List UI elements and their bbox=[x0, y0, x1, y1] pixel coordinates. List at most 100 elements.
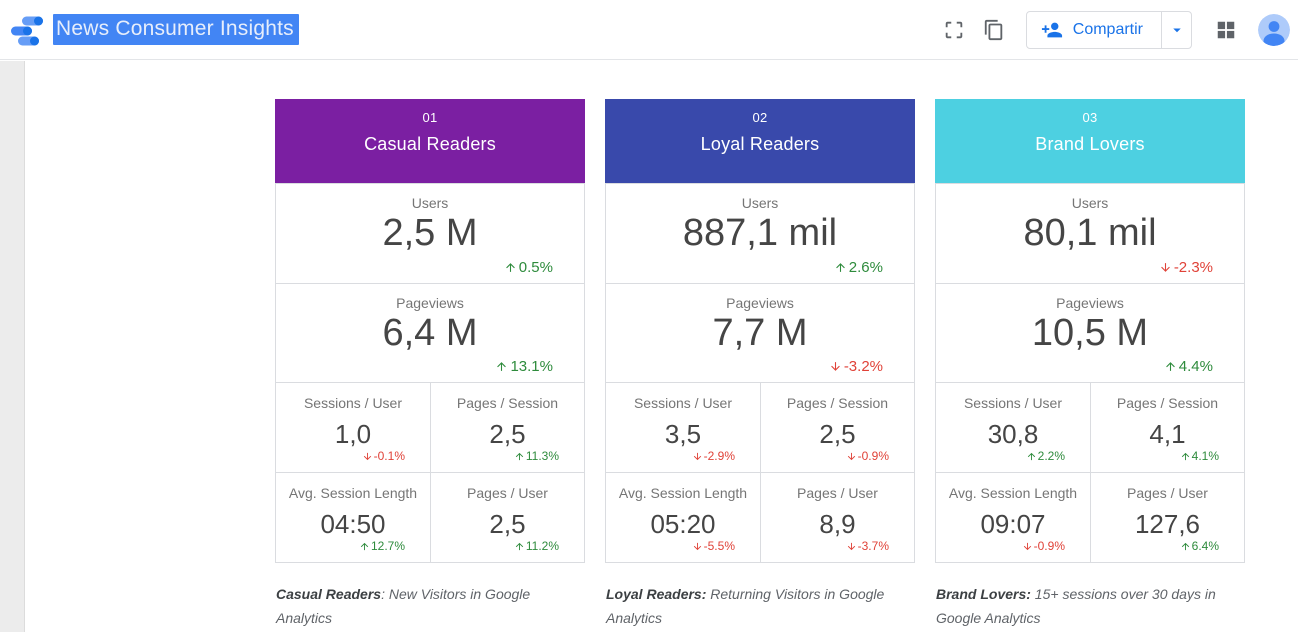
metric-value: 4,1 bbox=[1091, 419, 1244, 450]
metric-value: 2,5 bbox=[431, 419, 584, 450]
metric-value: 80,1 mil bbox=[936, 212, 1244, 255]
metrics-row: Sessions / User 1,0 -0.1% Pages / Sessio… bbox=[276, 382, 584, 472]
metrics-row: Avg. Session Length 05:20 -5.5% Pages / … bbox=[606, 472, 914, 562]
metric-value: 09:07 bbox=[936, 509, 1090, 540]
share-button-group: Compartir bbox=[1026, 11, 1192, 49]
arrow-icon bbox=[1164, 360, 1177, 373]
delta-value: -5.5% bbox=[704, 539, 735, 553]
scorecard-sessions-per-user: Sessions / User 3,5 -2.9% bbox=[606, 383, 760, 472]
arrow-icon bbox=[692, 541, 703, 552]
metric-value: 127,6 bbox=[1091, 509, 1244, 540]
metric-value: 887,1 mil bbox=[606, 212, 914, 255]
metric-label: Users bbox=[936, 184, 1244, 211]
metric-label: Pages / Session bbox=[761, 383, 914, 411]
footnote-term: Brand Lovers: bbox=[936, 586, 1031, 602]
card-number: 02 bbox=[605, 99, 915, 125]
card-body: Users 80,1 mil -2.3% Pageviews 10,5 M 4.… bbox=[935, 183, 1245, 563]
metric-value: 2,5 bbox=[431, 509, 584, 540]
metric-label: Pages / User bbox=[761, 473, 914, 501]
delta-value: 4.1% bbox=[1192, 449, 1219, 463]
audience-card-casual-readers: 01 Casual Readers Users 2,5 M 0.5% Pagev… bbox=[275, 99, 585, 563]
arrow-icon bbox=[495, 360, 508, 373]
metric-label: Pages / User bbox=[431, 473, 584, 501]
metric-value: 3,5 bbox=[606, 419, 760, 450]
metric-delta: -2.9% bbox=[692, 449, 735, 463]
user-avatar[interactable] bbox=[1258, 14, 1290, 46]
delta-value: -2.9% bbox=[704, 449, 735, 463]
card-title: Brand Lovers bbox=[935, 134, 1245, 155]
card-footnote: Loyal Readers: Returning Visitors in Goo… bbox=[606, 582, 906, 630]
arrow-icon bbox=[846, 541, 857, 552]
scorecard-pageviews: Pageviews 6,4 M 13.1% bbox=[276, 283, 584, 382]
card-footnote: Casual Readers: New Visitors in Google A… bbox=[276, 582, 576, 630]
delta-value: 4.4% bbox=[1179, 358, 1213, 375]
metric-label: Sessions / User bbox=[936, 383, 1090, 411]
metric-delta: -0.9% bbox=[846, 449, 889, 463]
metric-delta: -5.5% bbox=[692, 539, 735, 553]
footnote-term: Casual Readers bbox=[276, 586, 381, 602]
arrow-icon bbox=[1022, 541, 1033, 552]
metric-label: Pageviews bbox=[606, 284, 914, 311]
audience-card-loyal-readers: 02 Loyal Readers Users 887,1 mil 2.6% Pa… bbox=[605, 99, 915, 563]
scorecard-users: Users 887,1 mil 2.6% bbox=[606, 184, 914, 283]
delta-value: 11.3% bbox=[526, 449, 559, 463]
metric-label: Pageviews bbox=[276, 284, 584, 311]
copy-report-button[interactable] bbox=[974, 10, 1014, 50]
arrow-icon bbox=[359, 541, 370, 552]
scorecard-pages-per-session: Pages / Session 2,5 11.3% bbox=[430, 383, 584, 472]
arrow-icon bbox=[692, 451, 703, 462]
metric-label: Pages / User bbox=[1091, 473, 1244, 501]
scorecard-pages-per-session: Pages / Session 4,1 4.1% bbox=[1090, 383, 1244, 472]
arrow-icon bbox=[514, 541, 525, 552]
card-header: 01 Casual Readers bbox=[275, 99, 585, 183]
scorecard-users: Users 80,1 mil -2.3% bbox=[936, 184, 1244, 283]
metric-value: 05:20 bbox=[606, 509, 760, 540]
card-number: 01 bbox=[275, 99, 585, 125]
metric-value: 7,7 M bbox=[606, 312, 914, 355]
metric-value: 04:50 bbox=[276, 509, 430, 540]
scorecard-pages-per-user: Pages / User 8,9 -3.7% bbox=[760, 473, 914, 562]
metric-delta: 11.2% bbox=[514, 539, 559, 553]
metric-delta: 2.6% bbox=[834, 259, 883, 276]
scorecard-pageviews: Pageviews 10,5 M 4.4% bbox=[936, 283, 1244, 382]
metrics-row: Sessions / User 30,8 2.2% Pages / Sessio… bbox=[936, 382, 1244, 472]
grid-view-button[interactable] bbox=[1206, 10, 1246, 50]
metric-delta: 4.4% bbox=[1164, 358, 1213, 375]
share-button[interactable]: Compartir bbox=[1027, 12, 1161, 48]
arrow-icon bbox=[834, 261, 847, 274]
metric-label: Pages / Session bbox=[1091, 383, 1244, 411]
scorecard-sessions-per-user: Sessions / User 1,0 -0.1% bbox=[276, 383, 430, 472]
metric-delta: 2.2% bbox=[1026, 449, 1065, 463]
card-footnote: Brand Lovers: 15+ sessions over 30 days … bbox=[936, 582, 1256, 630]
card-header: 03 Brand Lovers bbox=[935, 99, 1245, 183]
card-number: 03 bbox=[935, 99, 1245, 125]
metric-delta: -3.7% bbox=[846, 539, 889, 553]
card-body: Users 2,5 M 0.5% Pageviews 6,4 M 13.1% S… bbox=[275, 183, 585, 563]
scorecard-pages-per-user: Pages / User 127,6 6.4% bbox=[1090, 473, 1244, 562]
fullscreen-icon bbox=[943, 19, 965, 41]
metrics-row: Sessions / User 3,5 -2.9% Pages / Sessio… bbox=[606, 382, 914, 472]
metric-delta: 11.3% bbox=[514, 449, 559, 463]
scorecard-pages-per-user: Pages / User 2,5 11.2% bbox=[430, 473, 584, 562]
apps-grid-icon bbox=[1215, 19, 1237, 41]
share-options-dropdown[interactable] bbox=[1161, 12, 1191, 48]
delta-value: 2.6% bbox=[849, 259, 883, 276]
person-add-icon bbox=[1041, 19, 1063, 41]
metric-delta: -0.1% bbox=[362, 449, 405, 463]
delta-value: -3.7% bbox=[858, 539, 889, 553]
metric-value: 2,5 M bbox=[276, 212, 584, 255]
metric-label: Sessions / User bbox=[606, 383, 760, 411]
share-button-label: Compartir bbox=[1073, 21, 1143, 39]
delta-value: -0.1% bbox=[374, 449, 405, 463]
delta-value: 0.5% bbox=[519, 259, 553, 276]
metric-label: Sessions / User bbox=[276, 383, 430, 411]
metrics-row: Avg. Session Length 04:50 12.7% Pages / … bbox=[276, 472, 584, 562]
scorecard-pages-per-session: Pages / Session 2,5 -0.9% bbox=[760, 383, 914, 472]
delta-value: 12.7% bbox=[371, 539, 405, 553]
scorecard-avg-session-length: Avg. Session Length 09:07 -0.9% bbox=[936, 473, 1090, 562]
fullscreen-button[interactable] bbox=[934, 10, 974, 50]
arrow-icon bbox=[1180, 541, 1191, 552]
delta-value: 13.1% bbox=[510, 358, 553, 375]
report-title[interactable]: News Consumer Insights bbox=[53, 14, 299, 45]
card-title: Casual Readers bbox=[275, 134, 585, 155]
